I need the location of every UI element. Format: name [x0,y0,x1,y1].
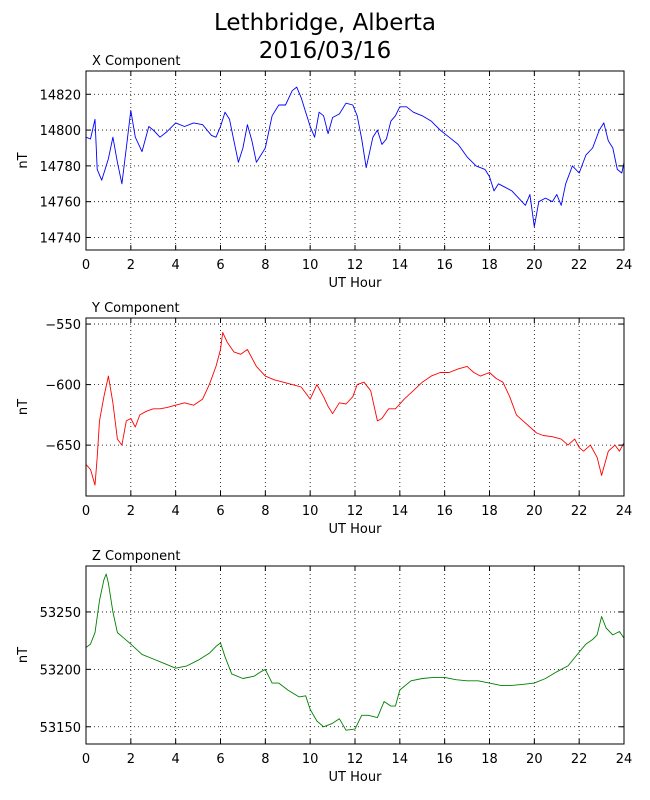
x-axis-label: UT Hour [329,770,383,785]
x-tick-label: 6 [216,258,224,273]
x-tick-label: 22 [571,752,588,767]
x-tick-label: 4 [172,752,180,767]
x-tick-label: 18 [481,258,498,273]
x-tick-label: 24 [616,504,633,519]
y-axis-label: nT [16,152,31,168]
x-tick-label: 12 [347,752,364,767]
x-tick-label: 10 [302,752,319,767]
x-tick-label: 20 [526,752,543,767]
y-tick-label: −600 [45,379,81,394]
x-tick-label: 22 [571,258,588,273]
x-tick-label: 16 [436,258,453,273]
x-tick-label: 8 [261,752,269,767]
y-axis-label: nT [16,647,31,663]
x-tick-label: 24 [616,258,633,273]
figure-title-line2: 2016/03/16 [258,38,392,64]
y-tick-label: −550 [45,318,81,333]
y-tick-label: 14740 [40,231,81,246]
x-tick-label: 0 [82,504,90,519]
x-tick-label: 8 [261,504,269,519]
x-tick-label: 8 [261,258,269,273]
panel-title: Y Component [91,301,180,316]
x-tick-label: 2 [127,504,135,519]
y-tick-label: 53200 [40,663,81,678]
x-tick-label: 14 [392,504,409,519]
y-axis-label: nT [16,399,31,415]
x-tick-label: 16 [436,752,453,767]
x-tick-label: 20 [526,258,543,273]
x-tick-label: 14 [392,258,409,273]
y-tick-label: 53250 [40,606,81,621]
x-axis-label: UT Hour [329,522,383,537]
x-tick-label: 10 [302,504,319,519]
x-tick-label: 20 [526,504,543,519]
x-tick-label: 10 [302,258,319,273]
y-tick-label: 14780 [40,160,81,175]
x-tick-label: 6 [216,504,224,519]
x-tick-label: 18 [481,752,498,767]
x-tick-label: 24 [616,752,633,767]
x-tick-label: 4 [172,504,180,519]
y-tick-label: 14760 [40,196,81,211]
x-tick-label: 14 [392,752,409,767]
x-axis-label: UT Hour [329,276,383,291]
series-line [85,86,625,228]
x-tick-label: 0 [82,752,90,767]
y-tick-label: 14820 [40,88,81,103]
x-tick-label: 18 [481,504,498,519]
series-line [85,332,625,486]
x-tick-label: 12 [347,258,364,273]
y-tick-label: 53150 [40,721,81,736]
x-tick-label: 2 [127,258,135,273]
x-tick-label: 2 [127,752,135,767]
x-tick-label: 12 [347,504,364,519]
panel-title: Z Component [92,549,181,564]
panel-title: X Component [92,54,181,69]
y-tick-label: 14800 [40,124,81,139]
figure-title-line1: Lethbridge, Alberta [213,10,436,36]
x-tick-label: 22 [571,504,588,519]
x-tick-label: 6 [216,752,224,767]
y-tick-label: −650 [45,439,81,454]
x-tick-label: 0 [82,258,90,273]
x-tick-label: 16 [436,504,453,519]
series-line [85,573,625,731]
x-tick-label: 4 [172,258,180,273]
x-component-chart: 0 2 4 6 8 10 12 14 16 18 20 22 241474014760147801480… [16,54,632,291]
